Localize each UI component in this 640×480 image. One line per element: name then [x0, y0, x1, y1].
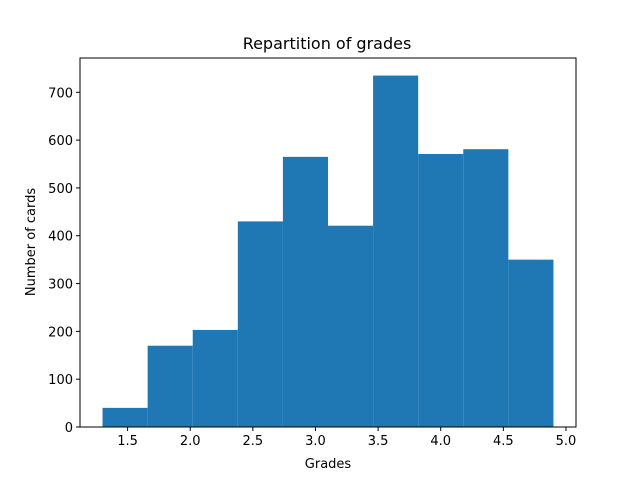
y-tick-label: 500 [48, 182, 73, 197]
bars-group [102, 75, 554, 428]
x-axis-ticks: 1.5 2.0 2.5 3.0 3.5 4.0 4.5 5.0 [117, 427, 576, 449]
y-tick-label: 400 [48, 230, 73, 245]
histogram-bar [418, 153, 464, 428]
x-tick-label: 5.0 [556, 434, 577, 449]
histogram-bar [147, 345, 193, 427]
y-tick-label: 300 [48, 278, 73, 293]
histogram-bar [237, 221, 283, 427]
histogram-bar [328, 225, 374, 427]
histogram-bar [463, 149, 509, 427]
y-tick-label: 0 [65, 421, 73, 436]
y-axis-ticks: 0 100 200 300 400 500 600 700 [48, 86, 80, 436]
x-tick-label: 1.5 [117, 434, 138, 449]
x-axis-label: Grades [305, 457, 352, 472]
histogram-bar [373, 75, 419, 428]
y-tick-label: 700 [48, 86, 73, 101]
x-tick-label: 2.5 [243, 434, 264, 449]
x-tick-label: 4.5 [493, 434, 514, 449]
y-axis-label: Number of cards [24, 188, 39, 296]
chart-title: Repartition of grades [243, 34, 412, 53]
histogram-bar [192, 329, 238, 427]
x-tick-label: 4.0 [430, 434, 451, 449]
y-tick-label: 600 [48, 134, 73, 149]
histogram-bar [508, 259, 554, 427]
x-tick-label: 3.5 [368, 434, 389, 449]
histogram-bar [282, 156, 328, 427]
x-tick-label: 2.0 [180, 434, 201, 449]
plot-frame [79, 57, 577, 428]
y-tick-label: 200 [48, 325, 73, 340]
histogram-bar [102, 407, 148, 427]
y-tick-label: 100 [48, 373, 73, 388]
x-tick-label: 3.0 [305, 434, 326, 449]
